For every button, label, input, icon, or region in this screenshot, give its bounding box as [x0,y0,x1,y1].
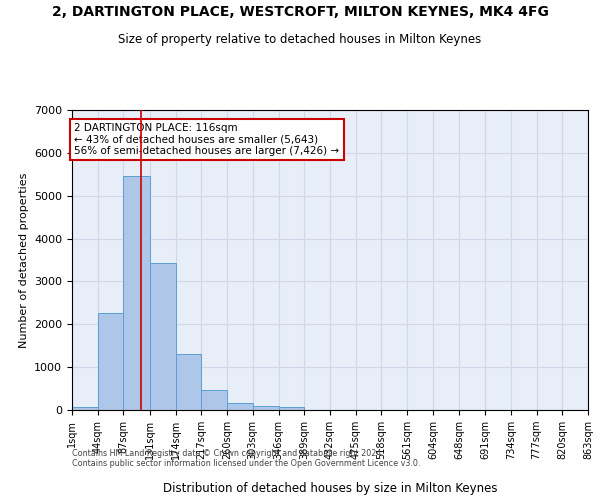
Text: Contains HM Land Registry data © Crown copyright and database right 2024.: Contains HM Land Registry data © Crown c… [72,448,384,458]
Text: Contains public sector information licensed under the Open Government Licence v3: Contains public sector information licen… [72,458,421,468]
Bar [124,176,150,410]
Text: 2, DARTINGTON PLACE, WESTCROFT, MILTON KEYNES, MK4 4FG: 2, DARTINGTON PLACE, WESTCROFT, MILTON K… [52,5,548,19]
Bar [176,354,201,410]
Bar [278,407,304,410]
Bar [201,390,227,410]
Text: Size of property relative to detached houses in Milton Keynes: Size of property relative to detached ho… [118,32,482,46]
Bar [253,406,278,410]
Bar [227,404,253,410]
Text: Distribution of detached houses by size in Milton Keynes: Distribution of detached houses by size … [163,482,497,495]
Text: 2 DARTINGTON PLACE: 116sqm
← 43% of detached houses are smaller (5,643)
56% of s: 2 DARTINGTON PLACE: 116sqm ← 43% of deta… [74,123,340,156]
Y-axis label: Number of detached properties: Number of detached properties [19,172,29,348]
Bar [150,262,176,410]
Bar [72,407,98,410]
Bar [98,312,124,410]
